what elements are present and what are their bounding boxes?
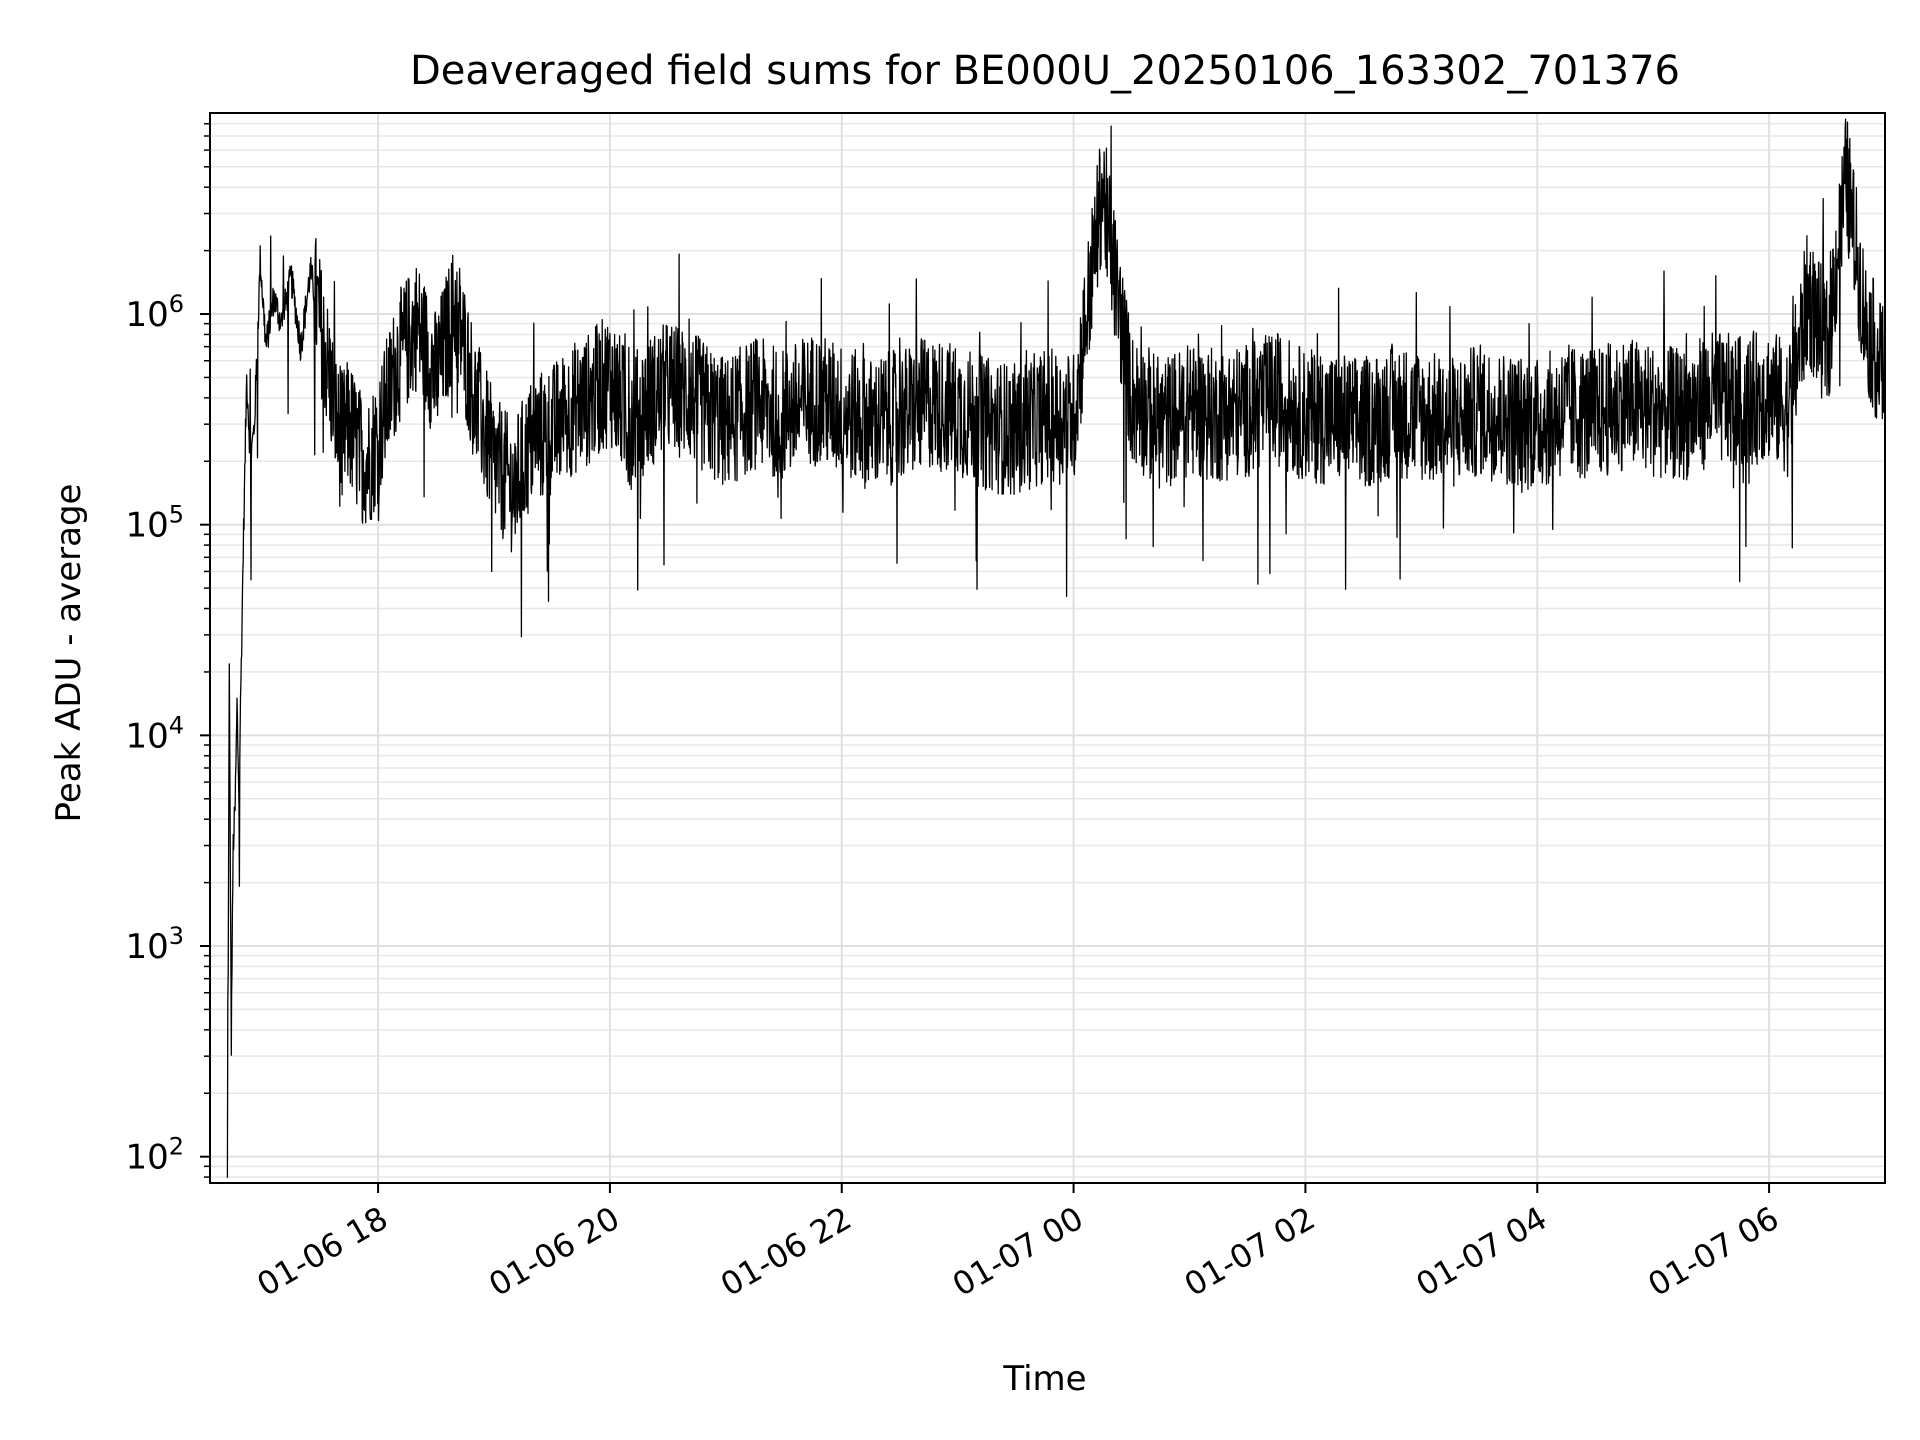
x-axis: 01-06 18 01-06 20 01-06 22 01-07 00 01-07 02… xyxy=(250,1183,1785,1304)
grid xyxy=(204,113,1885,1183)
y-tick-label: 105 xyxy=(125,501,184,546)
x-tick-label: 01-07 04 xyxy=(1410,1199,1554,1304)
y-tick-label: 103 xyxy=(125,922,184,967)
x-tick-label: 01-07 06 xyxy=(1641,1199,1785,1304)
chart-title: Deaveraged field sums for BE000U_2025010… xyxy=(410,48,1680,94)
x-tick-label: 01-06 18 xyxy=(250,1199,394,1304)
series-path xyxy=(226,118,1886,1178)
y-axis-label: Peak ADU - average xyxy=(49,484,89,823)
y-tick-label: 106 xyxy=(125,290,184,335)
x-axis-label: Time xyxy=(1002,1359,1086,1399)
x-tick-label: 01-06 22 xyxy=(714,1199,858,1304)
y-tick-label: 102 xyxy=(125,1133,184,1178)
x-tick-label: 01-07 02 xyxy=(1178,1199,1322,1304)
y-tick-label: 104 xyxy=(125,711,184,756)
series-line xyxy=(226,118,1886,1178)
x-tick-label: 01-07 00 xyxy=(946,1199,1090,1304)
plot-frame xyxy=(209,112,1886,1184)
x-tick-label: 01-06 20 xyxy=(482,1199,626,1304)
y-axis: 102 103 104 105 106 xyxy=(125,290,210,1178)
